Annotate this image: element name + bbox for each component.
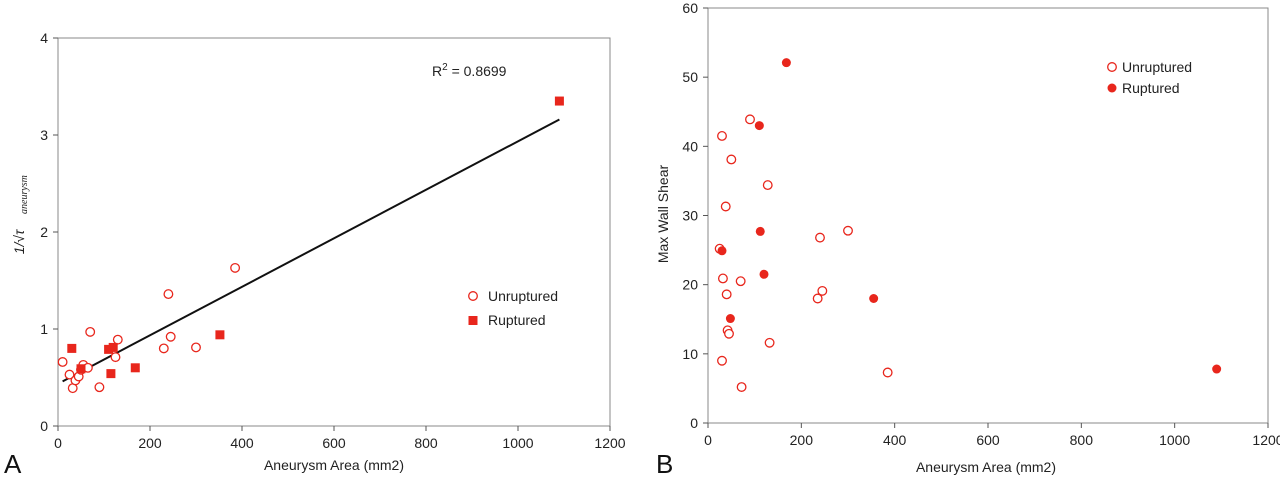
unruptured-point <box>736 382 747 392</box>
ruptured-point <box>1212 364 1222 374</box>
x-tick-label: 800 <box>1070 432 1094 448</box>
trendline <box>62 118 560 383</box>
panel-b-legend: Unruptured Ruptured <box>1107 59 1192 96</box>
unruptured-point <box>85 326 96 337</box>
y-tick-label: 2 <box>40 224 48 240</box>
y-tick-label: 4 <box>40 30 48 46</box>
panel-b-letter: B <box>656 449 673 479</box>
legend-unruptured-marker <box>468 291 478 301</box>
x-tick-label: 1000 <box>1159 432 1190 448</box>
panel-a-x-axis-label: Aneurysm Area (mm2) <box>264 457 404 473</box>
x-tick-label: 1200 <box>594 435 625 451</box>
unruptured-point <box>64 369 75 380</box>
unruptured-point <box>94 382 105 393</box>
ruptured-point <box>104 344 114 354</box>
ruptured-point <box>554 96 564 106</box>
unruptured-point <box>717 131 727 141</box>
unruptured-point <box>717 273 728 284</box>
ruptured-point <box>754 121 764 131</box>
ruptured-point <box>67 343 77 353</box>
y-tick-label: 20 <box>682 277 698 293</box>
x-tick-label: 600 <box>322 435 346 451</box>
unruptured-point <box>158 343 169 354</box>
svg-text:1/√τ: 1/√τ <box>11 229 27 254</box>
y-tick-label: 10 <box>682 346 698 362</box>
x-tick-label: 400 <box>230 435 254 451</box>
unruptured-point <box>745 114 755 125</box>
y-tick-label: 60 <box>682 0 698 16</box>
panel-a-axes: 0 200 400 600 800 1000 1200 0 1 2 3 4 <box>40 30 626 451</box>
unruptured-point <box>165 331 176 342</box>
x-tick-label: 400 <box>883 432 907 448</box>
unruptured-point <box>735 276 746 287</box>
ruptured-point <box>108 342 118 352</box>
y-tick-label: 0 <box>690 415 698 431</box>
panel-b-y-axis-label: Max Wall Shear <box>655 165 671 264</box>
legend-ruptured-marker <box>468 316 478 325</box>
panel-b-points <box>714 58 1222 392</box>
svg-text:aneurysm: aneurysm <box>19 175 30 214</box>
unruptured-point <box>57 357 68 367</box>
unruptured-point <box>843 225 853 236</box>
ruptured-point <box>759 269 769 279</box>
ruptured-point <box>215 330 225 340</box>
unruptured-point <box>230 262 241 273</box>
y-tick-label: 3 <box>40 127 48 143</box>
ruptured-point <box>781 58 791 68</box>
unruptured-point <box>817 285 828 296</box>
ruptured-point <box>130 363 140 373</box>
unruptured-point <box>724 328 734 339</box>
unruptured-point <box>812 293 823 304</box>
ruptured-point <box>106 369 116 379</box>
y-tick-label: 40 <box>682 138 698 154</box>
unruptured-point <box>726 154 737 165</box>
panel-a-letter: A <box>4 449 22 479</box>
y-tick-label: 1 <box>40 321 48 337</box>
y-tick-label: 0 <box>40 418 48 434</box>
x-tick-label: 200 <box>790 432 814 448</box>
y-tick-label: 30 <box>682 208 698 224</box>
panel-b: 0 200 400 600 800 1000 1200 0 10 20 30 40 50 60 Unrup… <box>655 0 1280 479</box>
ruptured-point <box>725 314 735 324</box>
legend-unruptured-label: Unruptured <box>488 288 558 304</box>
panel-a: 0 200 400 600 800 1000 1200 0 1 2 3 4 R2 = 0.8699 U… <box>4 30 626 479</box>
unruptured-point <box>882 367 893 378</box>
y-tick-label: 50 <box>682 69 698 85</box>
unruptured-point <box>717 355 727 366</box>
x-tick-label: 1000 <box>502 435 533 451</box>
x-tick-label: 0 <box>704 432 712 448</box>
unruptured-point <box>815 232 825 243</box>
unruptured-point <box>764 337 775 348</box>
panel-b-axes: 0 200 400 600 800 1000 1200 0 10 20 30 40 50 60 <box>682 0 1280 448</box>
unruptured-point <box>720 201 731 212</box>
panel-a-trendline <box>62 118 560 383</box>
unruptured-point <box>721 289 732 300</box>
panel-a-points <box>57 96 564 394</box>
legend-b-ruptured-marker <box>1107 83 1117 93</box>
unruptured-point <box>112 334 123 345</box>
x-tick-label: 200 <box>138 435 162 451</box>
unruptured-point <box>110 352 121 363</box>
legend-b-unruptured-label: Unruptured <box>1122 59 1192 75</box>
x-tick-label: 600 <box>976 432 1000 448</box>
legend-ruptured-label: Ruptured <box>488 312 546 328</box>
panel-b-x-axis-label: Aneurysm Area (mm2) <box>916 459 1056 475</box>
panel-a-legend: Unruptured Ruptured <box>468 288 558 328</box>
x-tick-label: 0 <box>54 435 62 451</box>
panel-a-r2-annotation: R2 = 0.8699 <box>432 62 507 79</box>
ruptured-point <box>755 226 765 236</box>
legend-b-unruptured-marker <box>1107 62 1117 72</box>
legend-b-ruptured-label: Ruptured <box>1122 80 1180 96</box>
panel-a-y-axis-label: 1/√τ aneurysm <box>11 175 30 254</box>
ruptured-point <box>717 246 727 256</box>
unruptured-point <box>762 180 773 191</box>
x-tick-label: 1200 <box>1252 432 1280 448</box>
panel-a-plot-area <box>57 37 611 427</box>
unruptured-point <box>163 289 174 300</box>
ruptured-point <box>869 294 879 303</box>
x-tick-label: 800 <box>414 435 438 451</box>
ruptured-point <box>76 364 86 374</box>
unruptured-point <box>191 342 201 353</box>
